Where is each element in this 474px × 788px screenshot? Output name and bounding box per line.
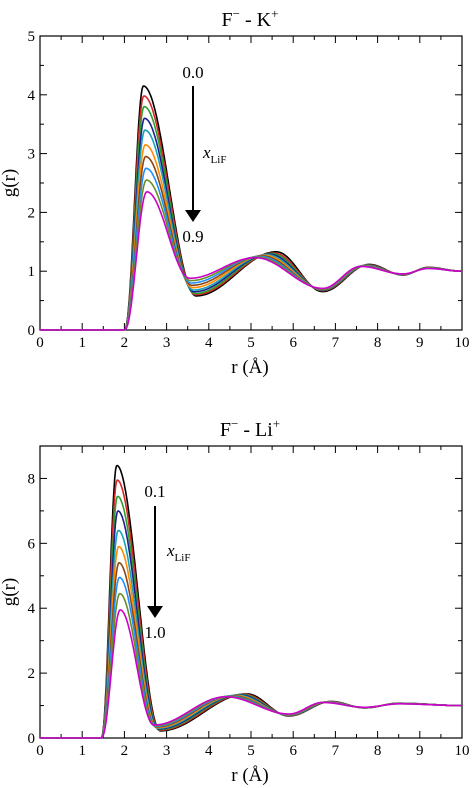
- x-lif-annotation: 0.1 xLiF 1.0: [144, 482, 190, 642]
- annotation-arrowhead: [147, 606, 163, 618]
- x-tick-label: 9: [416, 335, 424, 351]
- x-tick-label: 2: [121, 743, 129, 759]
- series-line-6: [40, 562, 462, 739]
- x-axis-label: r (Å): [231, 357, 268, 378]
- x-tick-label: 1: [78, 743, 86, 759]
- chart-title: F− - Li+: [220, 416, 280, 441]
- annotation-variable: xLiF: [202, 143, 226, 166]
- x-tick-label: 0: [36, 743, 44, 759]
- x-tick-label: 4: [205, 335, 213, 351]
- series-line-4: [40, 529, 462, 739]
- y-tick-label: 0: [28, 323, 36, 339]
- series-line-9: [40, 609, 462, 739]
- x-tick-label: 5: [247, 335, 255, 351]
- x-tick-label: 8: [374, 743, 382, 759]
- series-line-9: [40, 191, 462, 331]
- x-axis-label: r (Å): [231, 765, 268, 786]
- x-tick-label: 10: [455, 335, 470, 351]
- x-tick-label: 10: [455, 743, 470, 759]
- series-line-8: [40, 179, 462, 331]
- y-tick-label: 0: [28, 731, 36, 747]
- series-line-1: [40, 95, 462, 331]
- x-tick-label: 0: [36, 335, 44, 351]
- x-lif-annotation: 0.0 xLiF 0.9: [182, 63, 226, 246]
- series-line-8: [40, 592, 462, 739]
- y-tick-label: 3: [28, 147, 36, 163]
- ticks: 0 1 2 3 4 5 6 7 8 9 10 0 2 4 6 8: [28, 445, 470, 759]
- y-tick-label: 2: [28, 666, 36, 682]
- y-tick-label: 2: [28, 205, 36, 221]
- panel-f-li: F− - Li+ 0 1 2 3 4 5 6 7 8 9 10 0 2 4 6 8 r (Å) g(r) 0.…: [0, 416, 470, 786]
- x-tick-label: 6: [289, 335, 297, 351]
- series-line-5: [40, 545, 462, 739]
- y-axis-label: g(r): [0, 578, 20, 606]
- series-line-6: [40, 155, 462, 331]
- chart-title: F− - K+: [222, 6, 279, 31]
- x-tick-label: 6: [289, 743, 297, 759]
- series-line-3: [40, 117, 462, 331]
- series-line-0: [40, 85, 462, 331]
- x-tick-label: 8: [374, 335, 382, 351]
- x-tick-label: 1: [78, 335, 86, 351]
- y-tick-label: 6: [28, 536, 36, 552]
- x-tick-label: 3: [163, 335, 171, 351]
- annotation-start-value: 0.1: [144, 482, 165, 501]
- x-tick-label: 5: [247, 743, 255, 759]
- y-tick-label: 4: [28, 601, 36, 617]
- series-line-2: [40, 105, 462, 331]
- x-tick-label: 3: [163, 743, 171, 759]
- series-line-7: [40, 167, 462, 331]
- series-line-5: [40, 144, 462, 331]
- x-tick-label: 2: [121, 335, 129, 351]
- x-tick-label: 7: [332, 335, 340, 351]
- series-group: [40, 85, 462, 331]
- plot-frame: [39, 35, 463, 331]
- series-line-7: [40, 576, 462, 739]
- y-tick-label: 4: [28, 88, 36, 104]
- annotation-arrowhead: [185, 210, 201, 222]
- x-tick-label: 7: [332, 743, 340, 759]
- annotation-end-value: 0.9: [182, 227, 203, 246]
- y-tick-label: 1: [28, 264, 36, 280]
- y-axis-label: g(r): [0, 169, 20, 197]
- annotation-start-value: 0.0: [182, 63, 203, 82]
- annotation-end-value: 1.0: [144, 623, 165, 642]
- ticks: 0 1 2 3 4 5 6 7 8 9 10 0 1 2 3 4 5: [28, 29, 470, 351]
- series-line-4: [40, 129, 462, 331]
- panel-f-k: F− - K+ 0 1 2 3 4 5 6 7 8 9 10 0 1 2 3 4 5 r (Å) g(r) 0.…: [0, 6, 470, 378]
- annotation-variable: xLiF: [166, 541, 190, 564]
- series-group: [40, 464, 462, 739]
- x-tick-label: 9: [416, 743, 424, 759]
- y-tick-label: 8: [28, 471, 36, 487]
- y-tick-label: 5: [28, 29, 36, 45]
- x-tick-label: 4: [205, 743, 213, 759]
